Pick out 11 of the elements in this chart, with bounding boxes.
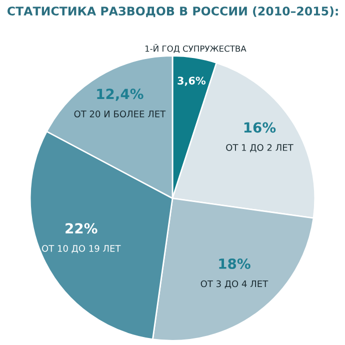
data-label: 22% (66, 223, 98, 234)
slice-label: 1-Й ГОД СУПРУЖЕСТВА (145, 44, 246, 53)
data-label: 3,6% (178, 76, 206, 86)
data-label: 18% (219, 258, 250, 269)
slice-label: ОТ 3 ДО 4 ЛЕТ (200, 280, 268, 288)
chart-title: СТАТИСТИКА РАЗВОДОВ В РОССИИ (2010–2015): (7, 6, 338, 18)
data-label: 16% (244, 122, 276, 133)
data-label: 12,4% (97, 88, 144, 101)
slice-label: ОТ 10 ДО 19 ЛЕТ (42, 245, 121, 254)
slice-label: ОТ 20 И БОЛЕЕ ЛЕТ (74, 110, 166, 118)
slice-label: ОТ 1 ДО 2 ЛЕТ (226, 144, 294, 152)
